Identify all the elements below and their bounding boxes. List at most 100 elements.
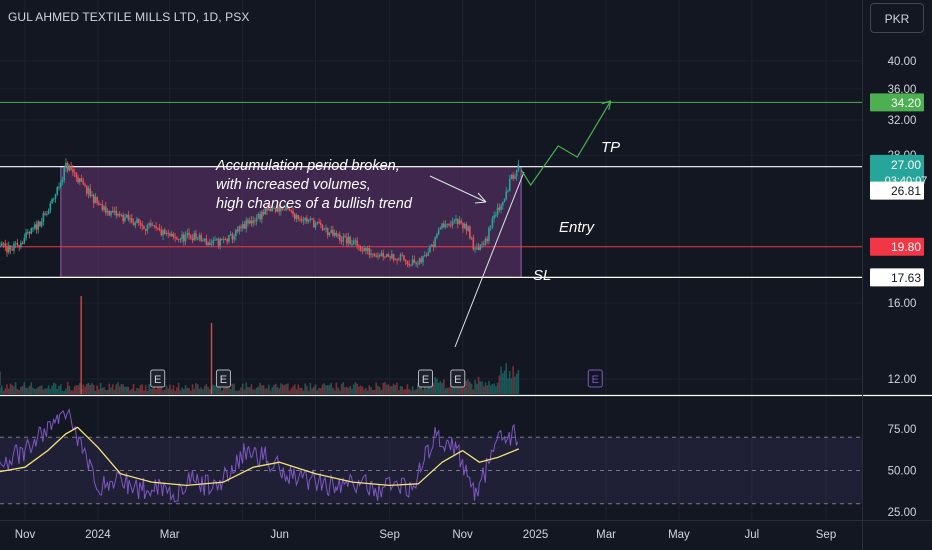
candle-body <box>42 213 45 222</box>
volume-bar <box>288 390 291 394</box>
volume-bar <box>261 385 263 394</box>
volume-bar <box>46 388 48 394</box>
candle-body <box>359 246 362 251</box>
candle-body <box>403 255 405 261</box>
projection-arrow-head <box>601 100 612 110</box>
candle-body <box>493 215 495 219</box>
volume-bar <box>403 389 405 394</box>
volume-bar <box>481 381 483 394</box>
volume-bar <box>188 388 190 394</box>
earnings-marker[interactable]: E <box>150 369 166 388</box>
candle-body <box>319 222 322 226</box>
candle-body <box>170 233 173 237</box>
volume-bar <box>226 382 228 394</box>
volume-bar <box>441 383 443 394</box>
candle-body <box>456 218 459 224</box>
candle-body <box>423 255 426 257</box>
candle-body <box>229 234 232 236</box>
candle-body <box>51 199 53 204</box>
volume-bar <box>453 381 456 394</box>
candle-body <box>151 225 154 227</box>
volume-bar <box>141 384 144 394</box>
volume-bar <box>202 389 204 394</box>
candle-body <box>325 228 327 230</box>
candle-body <box>160 229 163 236</box>
candle-body <box>342 236 345 242</box>
earnings-marker[interactable]: E <box>215 369 231 388</box>
candle-body <box>87 188 90 194</box>
volume-bar <box>205 384 208 394</box>
candle-body <box>77 177 79 183</box>
candle-body <box>271 208 274 211</box>
time-axis[interactable]: Nov 2024 Mar Jun Sep Nov 2025 Mar May Jul Sep <box>15 529 836 541</box>
candle-body <box>101 204 104 210</box>
earnings-marker-box <box>587 369 603 388</box>
earnings-marker-label: E <box>454 374 461 386</box>
candle-body <box>99 204 102 206</box>
volume-bar <box>165 385 168 394</box>
candle-body <box>422 256 424 263</box>
candle-body <box>143 225 145 229</box>
candle-body <box>385 254 388 258</box>
price-axis[interactable]: 40.0036.0032.0028.0016.0012.0075.0050.00… <box>870 56 927 519</box>
candle-body <box>47 210 50 214</box>
last-price-bg <box>870 154 924 189</box>
volume-bar <box>61 390 64 394</box>
currency-button[interactable]: PKR <box>870 3 924 33</box>
volume-bar <box>479 381 482 394</box>
volume-bar <box>4 388 7 394</box>
candle-body <box>9 245 12 250</box>
candle-body <box>467 226 469 231</box>
candle-body <box>384 256 386 258</box>
earnings-markers[interactable]: EEEEEE <box>0 369 603 388</box>
volume-bar <box>132 383 135 394</box>
candle-body <box>252 220 254 224</box>
volume-bar <box>30 382 33 394</box>
candle-body <box>150 223 152 226</box>
volume-bar <box>91 383 93 394</box>
candle-body <box>134 223 137 226</box>
volume-bar <box>25 387 27 394</box>
candle-body <box>259 213 261 220</box>
candle-body <box>397 259 400 261</box>
volume-bar <box>475 383 478 394</box>
candle-body <box>330 230 332 233</box>
candle-body <box>174 236 176 238</box>
volume-bar <box>477 376 480 394</box>
volume-bar <box>176 387 178 394</box>
volume-bar <box>79 383 81 394</box>
rsi-line <box>0 408 519 503</box>
candle-body <box>475 247 478 249</box>
earnings-marker[interactable]: E <box>587 369 603 388</box>
time-tick-label: 2025 <box>523 529 549 541</box>
symbol-title[interactable]: GUL AHMED TEXTILE MILLS LTD, 1D, PSX <box>8 10 250 24</box>
candle-body <box>80 178 83 182</box>
volume-bar <box>415 389 417 394</box>
volume-bar <box>371 389 374 394</box>
candle-body <box>200 234 202 241</box>
candle-body <box>214 239 216 241</box>
volume-bar <box>127 386 130 394</box>
volume-bars <box>0 296 520 394</box>
volume-bar <box>117 382 119 394</box>
earnings-marker[interactable]: E <box>450 369 466 388</box>
candle-body <box>92 194 95 204</box>
candle-body <box>356 240 358 246</box>
volume-bar <box>387 384 390 394</box>
candle-body <box>443 223 445 228</box>
rsi-tick-label: 50.00 <box>888 466 917 478</box>
candle-body <box>269 208 272 211</box>
candle-body <box>482 243 485 245</box>
candle-body <box>311 218 313 220</box>
candle-body <box>505 191 508 200</box>
volume-bar <box>151 388 154 394</box>
candle-body <box>177 239 180 241</box>
earnings-marker[interactable]: E <box>418 369 433 388</box>
volume-bar <box>384 382 386 394</box>
volume-bar <box>505 363 508 394</box>
volume-bar <box>309 382 312 394</box>
annotation-arrow-head <box>474 192 487 204</box>
volume-bar <box>209 389 211 394</box>
time-tick-label: Nov <box>15 529 36 541</box>
